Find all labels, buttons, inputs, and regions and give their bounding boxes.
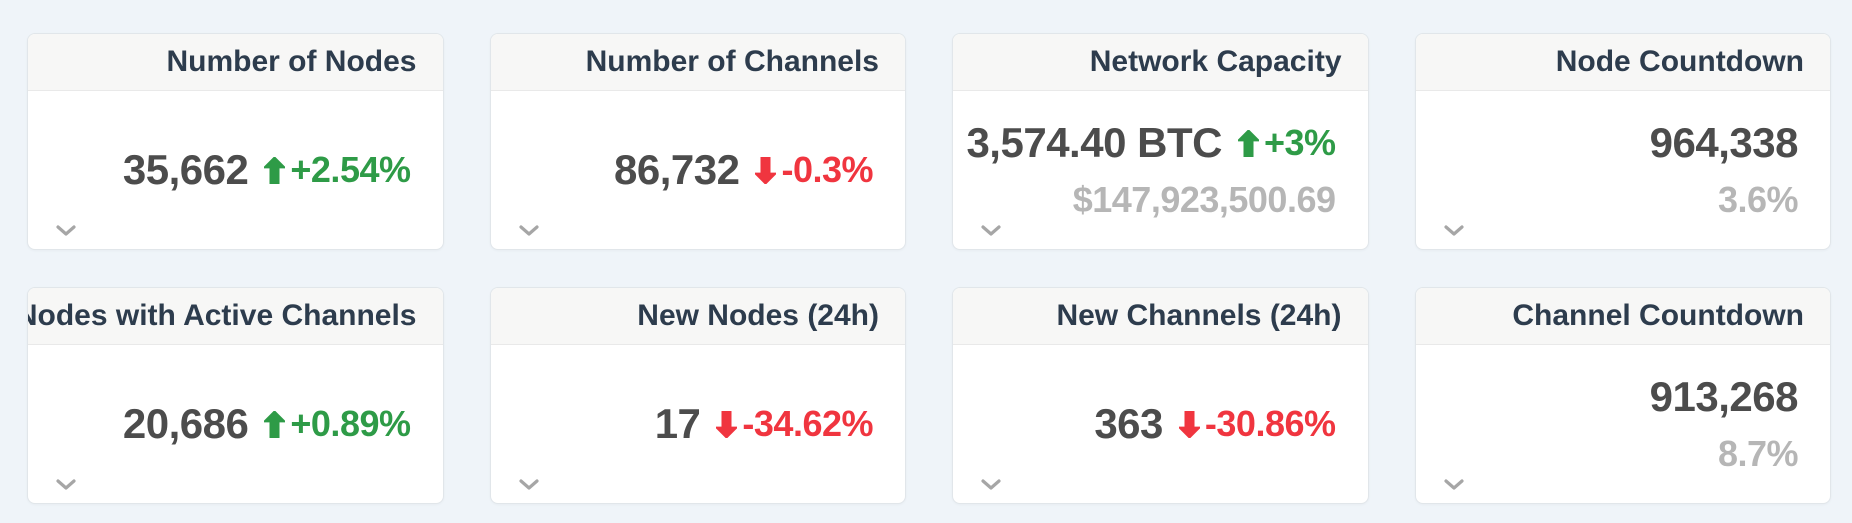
stat-card-body: 3,574.40 BTC +3% $147,923,500.69 bbox=[953, 91, 1368, 249]
stat-card-content: 17 -34.62% bbox=[491, 345, 906, 503]
stat-card: Number of Nodes 35,662 +2.54% bbox=[27, 33, 444, 250]
arrow-up-icon bbox=[264, 156, 286, 184]
stat-secondary-value: $147,923,500.69 bbox=[1072, 179, 1336, 220]
stat-value-line: 17 -34.62% bbox=[654, 400, 874, 447]
stat-card: Number of Channels 86,732 -0.3% bbox=[489, 33, 906, 250]
expand-chevron-button[interactable] bbox=[978, 221, 1004, 239]
stat-value: 86,732 bbox=[613, 146, 740, 193]
stat-value-line: 964,338 bbox=[1649, 119, 1799, 166]
arrow-up-icon bbox=[1237, 129, 1259, 157]
arrow-down-icon bbox=[716, 410, 738, 438]
stat-value: 3,574.40 BTC bbox=[966, 119, 1222, 166]
stat-change-text: +3% bbox=[1263, 122, 1336, 163]
stat-change-text: +0.89% bbox=[290, 403, 411, 444]
stat-change: +3% bbox=[1237, 122, 1336, 163]
stat-card-body: 35,662 +2.54% bbox=[28, 91, 443, 249]
stat-card-content: 20,686 +0.89% bbox=[28, 345, 443, 503]
chevron-down-icon bbox=[1443, 478, 1464, 490]
stat-change-text: -34.62% bbox=[742, 403, 873, 444]
stat-value: 363 bbox=[1094, 400, 1163, 447]
stat-card-content: 35,662 +2.54% bbox=[28, 91, 443, 249]
stat-change: -30.86% bbox=[1178, 403, 1336, 444]
stat-value: 17 bbox=[654, 400, 701, 447]
chevron-down-icon bbox=[1443, 224, 1464, 236]
stat-card-header: Number of Nodes bbox=[28, 34, 443, 91]
stat-value-line: 20,686 +0.89% bbox=[123, 403, 411, 445]
stat-card: New Nodes (24h) 17 -34.62% bbox=[489, 287, 906, 504]
chevron-down-icon bbox=[981, 478, 1001, 490]
stat-card-header: Nodes with Active Channels bbox=[28, 288, 443, 345]
stat-value: 35,662 bbox=[122, 146, 249, 193]
expand-chevron-button[interactable] bbox=[53, 475, 79, 493]
arrow-down-icon bbox=[1178, 410, 1200, 438]
expand-chevron-button[interactable] bbox=[53, 221, 79, 239]
stat-secondary-value: 8.7% bbox=[1717, 433, 1799, 474]
stat-card: Nodes with Active Channels 20,686 +0.89% bbox=[27, 287, 444, 504]
stat-card-title: New Nodes (24h) bbox=[637, 299, 879, 332]
stat-card: New Channels (24h) 363 -30.86% bbox=[952, 287, 1369, 504]
expand-chevron-button[interactable] bbox=[516, 475, 542, 493]
stat-value-line: 35,662 +2.54% bbox=[123, 149, 411, 191]
stat-change: -0.3% bbox=[755, 152, 873, 188]
stat-card-title: Number of Nodes bbox=[166, 45, 417, 78]
chevron-down-icon bbox=[981, 224, 1001, 236]
chevron-down-icon bbox=[518, 478, 539, 490]
stat-value-line: 3,574.40 BTC +3% bbox=[966, 119, 1336, 166]
stat-card-header: Node Countdown bbox=[1415, 34, 1830, 91]
stat-secondary-value: 3.6% bbox=[1717, 179, 1799, 220]
stat-card-title: New Channels (24h) bbox=[1056, 299, 1342, 332]
stat-change-text: -30.86% bbox=[1204, 403, 1336, 444]
expand-chevron-button[interactable] bbox=[1441, 221, 1467, 239]
stat-value: 913,268 bbox=[1649, 373, 1799, 420]
stat-card-title: Channel Countdown bbox=[1512, 299, 1804, 332]
stat-card: Network Capacity 3,574.40 BTC +3% bbox=[952, 33, 1369, 250]
stat-card-header: New Channels (24h) bbox=[953, 288, 1368, 345]
stat-card-header: Channel Countdown bbox=[1415, 288, 1830, 345]
stat-value-line: 913,268 bbox=[1649, 373, 1799, 420]
expand-chevron-button[interactable] bbox=[978, 475, 1004, 493]
stat-card: Channel Countdown 913,268 8.7% bbox=[1414, 287, 1831, 504]
stat-card-content: 86,732 -0.3% bbox=[491, 91, 906, 249]
stat-change: +0.89% bbox=[264, 403, 411, 444]
arrow-down-icon bbox=[755, 156, 777, 184]
stat-card-body: 363 -30.86% bbox=[953, 345, 1368, 503]
stat-change: +2.54% bbox=[264, 149, 411, 190]
stat-value: 20,686 bbox=[122, 400, 249, 447]
stat-card-body: 20,686 +0.89% bbox=[28, 345, 443, 503]
chevron-down-icon bbox=[56, 478, 76, 490]
stat-change-text: -0.3% bbox=[781, 149, 873, 190]
expand-chevron-button[interactable] bbox=[516, 221, 542, 239]
stat-card-title: Network Capacity bbox=[1089, 45, 1342, 78]
stat-card-header: Number of Channels bbox=[490, 34, 905, 91]
expand-chevron-button[interactable] bbox=[1441, 475, 1467, 493]
stat-card-body: 913,268 8.7% bbox=[1416, 345, 1831, 503]
stat-card-body: 964,338 3.6% bbox=[1416, 91, 1831, 249]
stats-grid: Number of Nodes 35,662 +2.54% bbox=[27, 33, 1831, 504]
stat-card-content: 3,574.40 BTC +3% $147,923,500.69 bbox=[953, 91, 1368, 249]
stat-card-body: 17 -34.62% bbox=[491, 345, 906, 503]
stat-card-title: Number of Channels bbox=[585, 45, 879, 78]
stat-card-title: Node Countdown bbox=[1555, 45, 1804, 78]
stat-change: -34.62% bbox=[716, 406, 873, 442]
stat-card-header: New Nodes (24h) bbox=[490, 288, 905, 345]
stat-value-line: 86,732 -0.3% bbox=[613, 146, 874, 193]
arrow-up-icon bbox=[264, 410, 286, 438]
stat-card-content: 363 -30.86% bbox=[953, 345, 1368, 503]
stat-card: Node Countdown 964,338 3.6% bbox=[1414, 33, 1831, 250]
stat-card-body: 86,732 -0.3% bbox=[491, 91, 906, 249]
stat-card-title: Nodes with Active Channels bbox=[27, 299, 417, 332]
stat-card-header: Network Capacity bbox=[953, 34, 1368, 91]
chevron-down-icon bbox=[56, 224, 76, 236]
stat-value: 964,338 bbox=[1649, 119, 1799, 166]
chevron-down-icon bbox=[518, 224, 539, 236]
stat-card-content: 913,268 8.7% bbox=[1416, 345, 1831, 503]
stat-value-line: 363 -30.86% bbox=[1094, 400, 1336, 447]
stat-change-text: +2.54% bbox=[290, 149, 411, 190]
stat-card-content: 964,338 3.6% bbox=[1416, 91, 1831, 249]
